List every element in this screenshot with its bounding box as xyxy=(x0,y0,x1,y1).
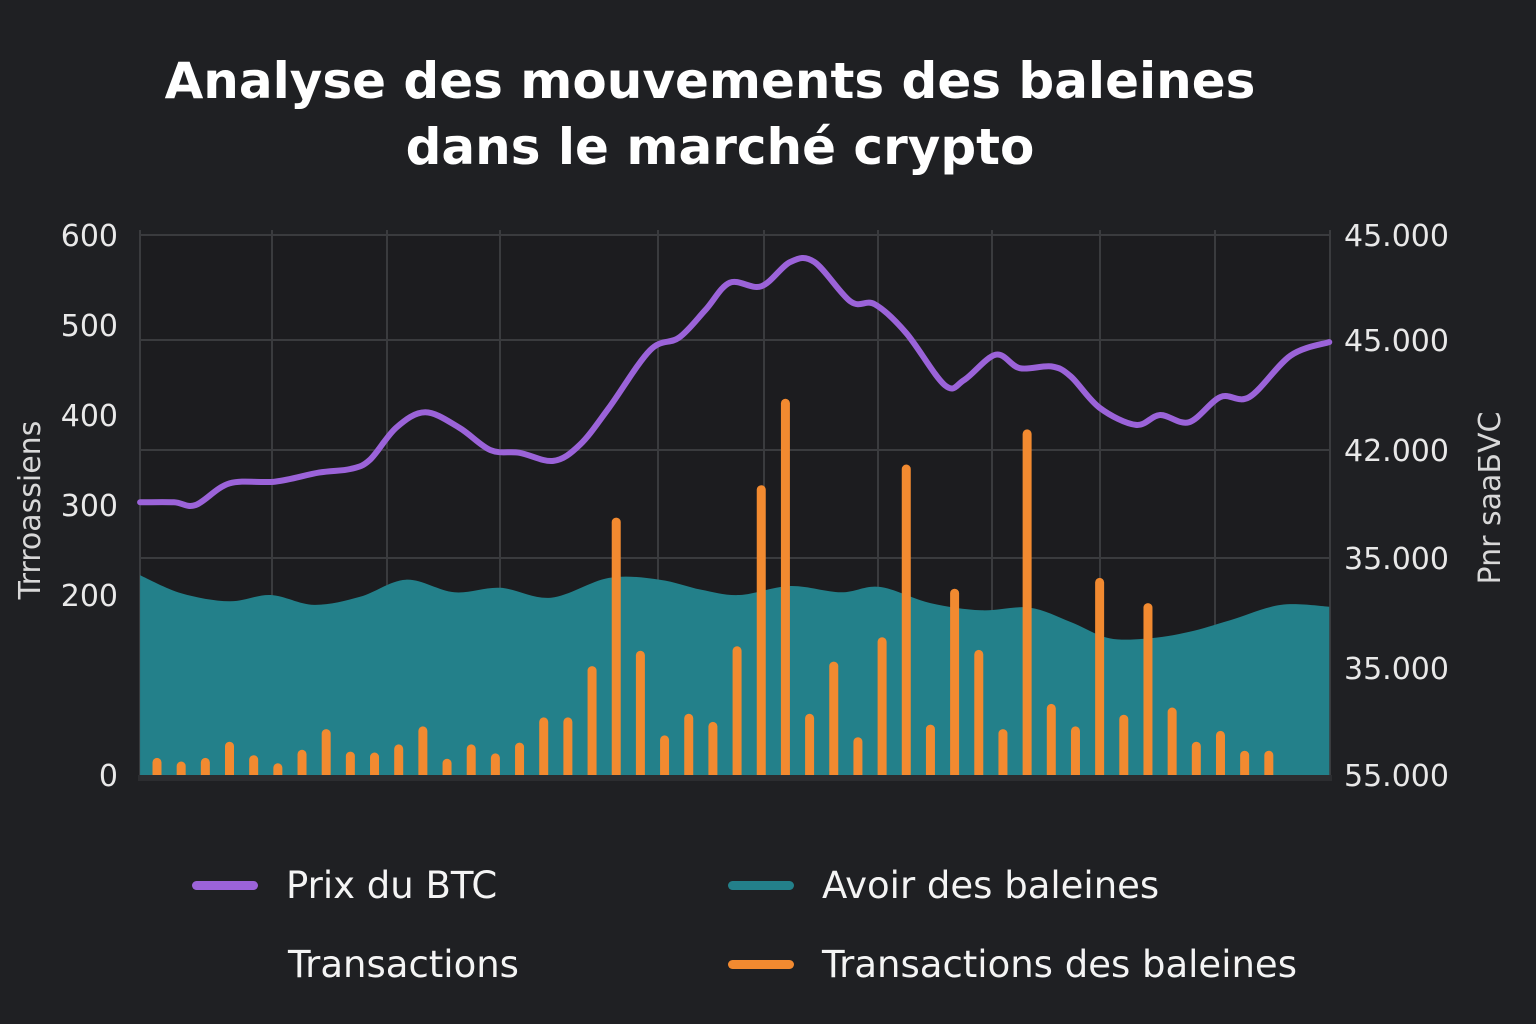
legend-label: Transactions xyxy=(288,943,519,986)
legend-swatch-whale-holdings xyxy=(728,881,794,890)
y-right-tick-label: 42.000 xyxy=(1344,434,1449,469)
y-left-tick-label: 300 xyxy=(61,489,118,524)
chart-title: Analyse des mouvements des baleines dans… xyxy=(0,48,1420,180)
axis-ticks: 0 200 300 400 500 600 55.000 35.000 35.000 42.000… xyxy=(61,219,1449,794)
whale-transactions-bars xyxy=(138,398,1332,781)
legend-label: Prix du BTC xyxy=(286,864,498,907)
y-left-tick-label: 400 xyxy=(61,399,118,434)
x-axis-baseline xyxy=(138,775,1332,781)
y-right-tick-label: 45.000 xyxy=(1344,219,1449,254)
y-right-tick-label: 55.000 xyxy=(1344,759,1449,794)
y-left-tick-label: 600 xyxy=(61,219,118,254)
y-axis-right-label: Pnr saaБVC xyxy=(1473,412,1508,585)
y-right-tick-label: 35.000 xyxy=(1344,542,1449,577)
legend-swatch-whale-transactions xyxy=(728,960,794,969)
y-left-tick-label: 200 xyxy=(61,579,118,614)
legend-item-btc-price: Prix du BTC xyxy=(192,864,497,907)
legend-swatch-btc-price xyxy=(192,881,258,890)
y-right-tick-label: 45.000 xyxy=(1344,324,1449,359)
btc-price-line xyxy=(137,255,1333,509)
legend-item-transactions: Transactions xyxy=(288,943,519,986)
chart-title-line-1: Analyse des mouvements des baleines xyxy=(164,52,1256,110)
legend-label: Transactions des baleines xyxy=(822,943,1297,986)
y-left-tick-label: 0 xyxy=(99,759,118,794)
y-axis-left-label: Trrroassiens xyxy=(13,421,48,601)
btc-price-line-layer xyxy=(137,255,1333,509)
legend-label: Avoir des baleines xyxy=(822,864,1160,907)
y-right-tick-label: 35.000 xyxy=(1344,652,1449,687)
y-left-tick-label: 500 xyxy=(61,309,118,344)
chart-title-line-2: dans le marché crypto xyxy=(405,118,1035,176)
legend-item-whale-transactions: Transactions des baleines xyxy=(728,943,1297,986)
legend-item-whale-holdings: Avoir des baleines xyxy=(728,864,1159,907)
